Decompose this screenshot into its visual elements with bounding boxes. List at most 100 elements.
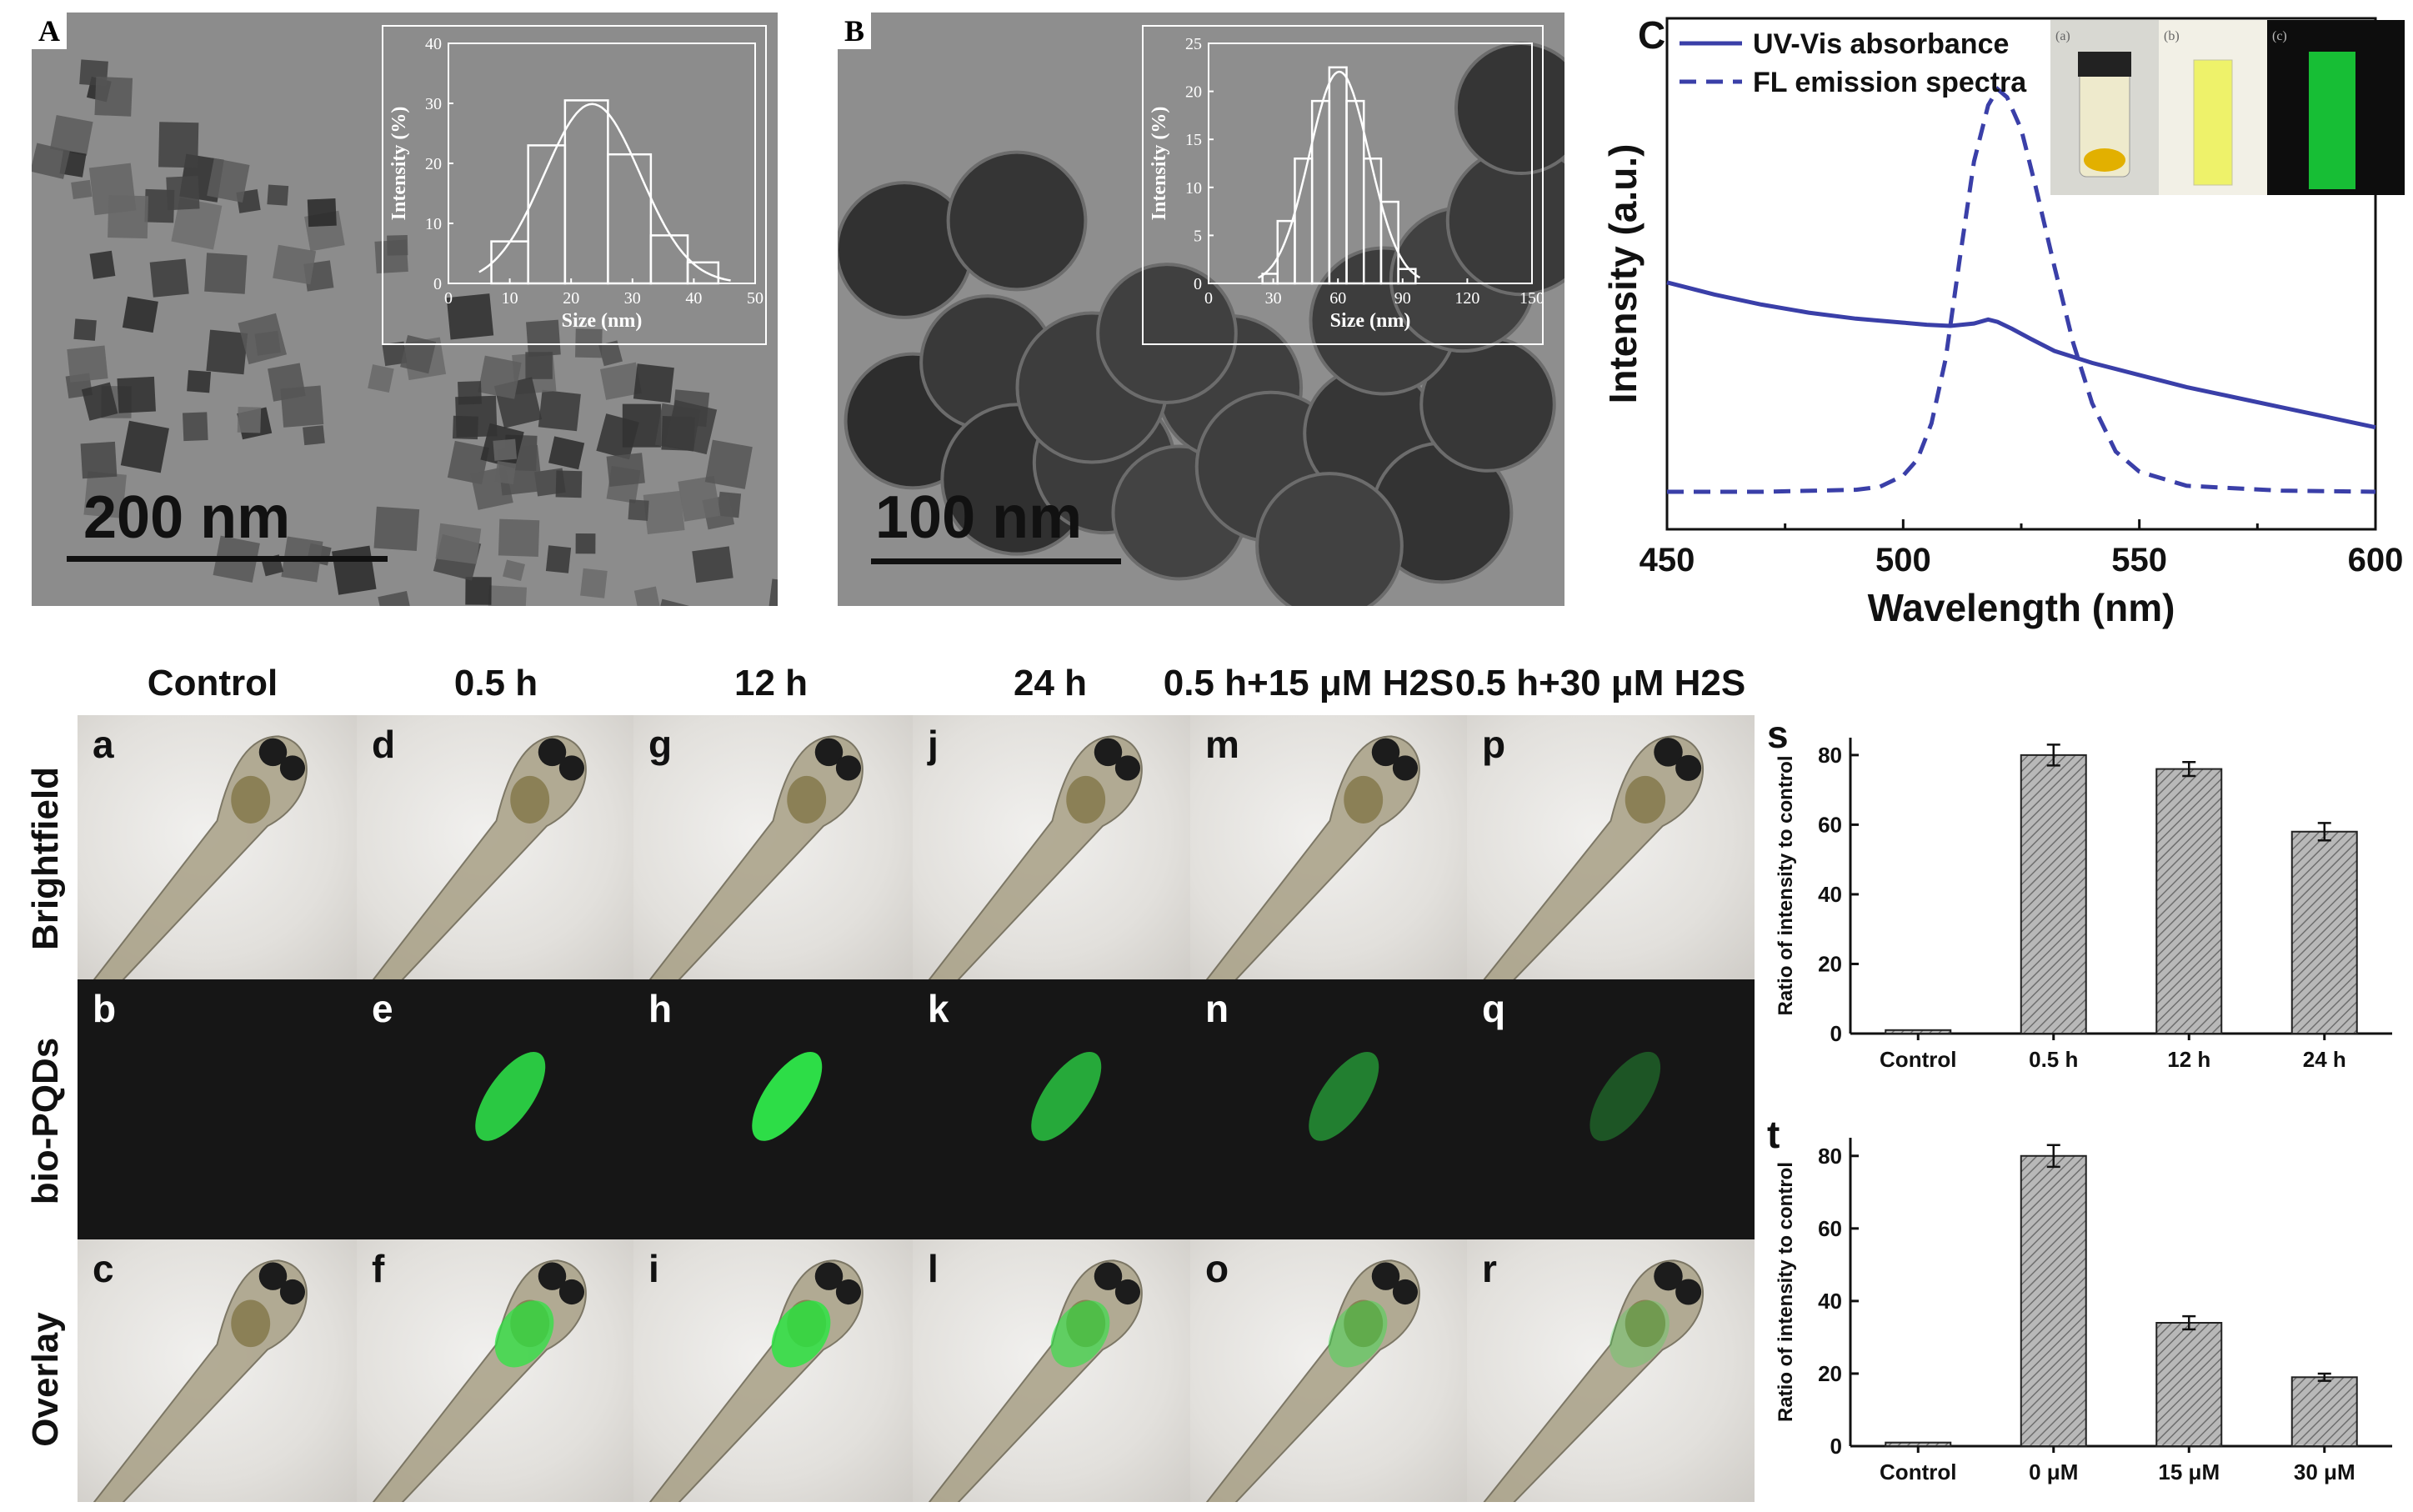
y-tick-label: 30 [425, 95, 442, 113]
y-tick-label: 0 [1830, 1021, 1842, 1046]
zebrafish-cell-c: c [78, 1239, 357, 1502]
nanocube [237, 406, 262, 433]
fish-eye [558, 755, 585, 781]
panel-a-label: A [32, 13, 67, 49]
panel-b-label: B [838, 13, 872, 49]
x-tick-label: 600 [2348, 542, 2404, 578]
x-tick-label: 550 [2111, 542, 2167, 578]
zebrafish-drawing [1309, 1052, 1379, 1141]
y-tick-label: 0 [1194, 275, 1202, 293]
nanocube [525, 352, 553, 379]
cell-letter: i [648, 1247, 659, 1290]
nanocube [182, 412, 208, 442]
panel-b-scale-bar [871, 558, 1121, 564]
cell-letter: r [1482, 1247, 1497, 1290]
x-tick-label: 120 [1454, 289, 1479, 308]
fish-eye [1114, 1279, 1141, 1305]
nanocube [643, 490, 685, 535]
zebrafish-cell-d: d [357, 715, 636, 979]
y-tick-label: 5 [1194, 227, 1202, 245]
fish-eye [1675, 754, 1702, 781]
nanocube [94, 76, 133, 117]
y-tick-label: 80 [1818, 743, 1842, 768]
x-tick-label: 0 [1204, 289, 1213, 308]
nanocube [67, 345, 108, 383]
zebrafish-cell-m: m [1190, 715, 1469, 979]
histogram-bar [563, 99, 609, 285]
cell-letter: m [1205, 723, 1239, 766]
zebrafish-drawing [93, 735, 308, 979]
y-tick-label: 60 [1818, 812, 1842, 837]
nanocube [599, 362, 643, 400]
cell-letter: g [648, 723, 673, 766]
fish-body [372, 735, 587, 979]
fish-eye [1392, 1279, 1419, 1305]
x-axis-label: Wavelength (nm) [1868, 586, 2175, 629]
nanosphere [1096, 263, 1238, 404]
panel-a-particles [32, 13, 778, 606]
panel-t-bar-chart: 0 20 40 60 80 Ratio of intensity to control t C… [1767, 1113, 2392, 1484]
nanocube [378, 590, 413, 606]
x-tick-label: 90 [1394, 289, 1411, 308]
nanocube [478, 355, 522, 399]
histogram-bar [686, 261, 720, 285]
x-tick-label: 15 μM [2158, 1459, 2220, 1484]
histogram-bar [649, 234, 689, 285]
nanocube [606, 453, 645, 487]
panel-a-scale-text: 200 nm [83, 484, 291, 551]
fish-eye [258, 1262, 288, 1290]
fish-eye [814, 738, 844, 767]
fish-eye [1094, 738, 1123, 767]
nanocube [526, 319, 561, 358]
fish-eye [835, 1279, 862, 1305]
y-tick-label: 20 [1818, 1361, 1842, 1386]
nanocube [704, 439, 753, 489]
x-tick-label: 150 [1519, 289, 1542, 308]
fish-green-signal [771, 1300, 831, 1368]
fish-body [372, 1259, 587, 1502]
nanocube [89, 250, 116, 279]
inset-x-label: Size (nm) [1330, 310, 1411, 332]
nanocube [166, 175, 200, 211]
inset-x-label: Size (nm) [562, 310, 643, 332]
nanocube [538, 389, 581, 432]
panel-s-label: s [1767, 713, 1789, 756]
panel-c-spectrum-chart: 450 500 550 600 Wavelength (nm) Intensity (a.… [1601, 13, 2405, 629]
fish-yolk [510, 775, 550, 824]
fish-body [928, 735, 1143, 979]
panel-b-tem-image: B 100 nm 0 30 60 90 120 150 0 5 10 15 20 25 Size (nm… [838, 13, 1564, 606]
x-tick-label: 0.5 h [2029, 1047, 2078, 1072]
nanocube [368, 364, 394, 393]
gaussian-fit [478, 103, 731, 282]
column-header-24h: 24 h [1013, 663, 1088, 703]
fish-eye [538, 1262, 567, 1290]
zebrafish-cell-r: r [1467, 1239, 1755, 1502]
bar [2155, 768, 2223, 1035]
nanosphere [1255, 472, 1404, 606]
nanocube [267, 184, 289, 206]
histogram-bar [490, 240, 529, 285]
zebrafish-cell-g: g [633, 715, 913, 979]
nanocube [32, 143, 70, 179]
fish-eye [814, 1262, 844, 1290]
fish-eye [1094, 1262, 1123, 1290]
photo-label-b: (b) [2164, 29, 2180, 43]
zebrafish-cell-h: h [633, 979, 913, 1239]
cell-letter: k [928, 987, 949, 1030]
nanocube [273, 244, 317, 285]
cell-letter: a [93, 723, 114, 766]
zebrafish-drawing [78, 979, 357, 1239]
panel-a-tem-image: A 200 nm 0 10 20 30 40 50 0 10 20 30 40 Size (nm) In… [32, 13, 778, 606]
zebrafish-drawing [928, 735, 1143, 979]
y-tick-label: 40 [1818, 882, 1842, 907]
nanocube [575, 533, 596, 554]
y-tick-label: 60 [1818, 1216, 1842, 1241]
legend-entry: FL emission spectra [1753, 67, 2027, 98]
zebrafish-drawing [1589, 1051, 1661, 1141]
nanocube [545, 545, 572, 573]
nanocube [575, 328, 603, 358]
zebrafish-drawing [1205, 1259, 1420, 1502]
nanocube [307, 198, 337, 228]
y-tick-label: 20 [1185, 83, 1202, 102]
